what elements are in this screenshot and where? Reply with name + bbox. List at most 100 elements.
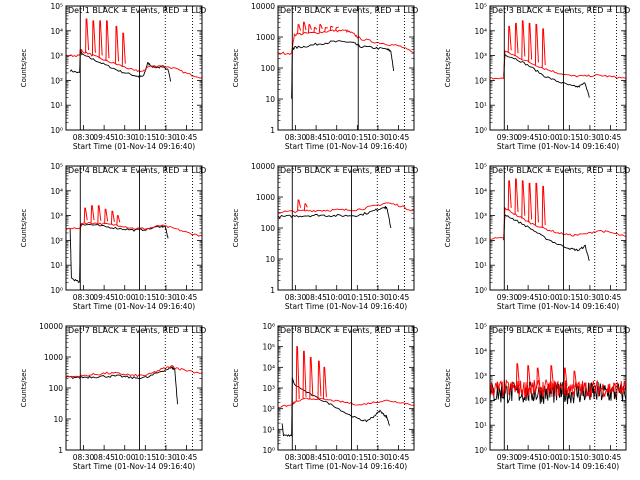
series-lld-line bbox=[278, 202, 414, 214]
x-axis-label: Start Time (01-Nov-14 09:16:40) bbox=[285, 302, 407, 311]
series-group bbox=[278, 21, 414, 99]
x-tick-label: 10:15 bbox=[347, 453, 369, 462]
x-axis-label: Start Time (01-Nov-14 09:16:40) bbox=[497, 302, 619, 311]
y-tick-label: 10¹ bbox=[262, 425, 275, 434]
x-axis-label: Start Time (01-Nov-14 09:16:40) bbox=[497, 142, 619, 151]
x-tick-label: 10:15 bbox=[559, 453, 581, 462]
y-axis-label: Counts/sec bbox=[232, 369, 240, 408]
x-tick-label: 10:30 bbox=[367, 133, 389, 142]
x-axis-label: Start Time (01-Nov-14 09:16:40) bbox=[285, 142, 407, 151]
lld-spike bbox=[534, 182, 539, 226]
x-axis-label: Start Time (01-Nov-14 09:16:40) bbox=[285, 462, 407, 471]
x-tick-label: 09:30 bbox=[497, 453, 519, 462]
panel-3: 10⁰10¹10²10³10⁴10⁵09:3009:4510:0010:1510… bbox=[444, 2, 630, 151]
series-lld-line bbox=[278, 397, 414, 409]
panel-title: Det 2 BLACK = Events, RED = LLD bbox=[280, 6, 418, 15]
series-events-line bbox=[503, 214, 590, 261]
plot-frame bbox=[65, 325, 203, 451]
lld-spike bbox=[324, 27, 328, 32]
lld-spike bbox=[98, 20, 103, 59]
lld-spike bbox=[110, 210, 115, 225]
series-group bbox=[490, 178, 626, 261]
lld-spike bbox=[309, 356, 314, 399]
lld-spike bbox=[297, 24, 302, 35]
x-tick-label: 08:30 bbox=[73, 453, 95, 462]
panel-title: Det 6 BLACK = Events, RED = LLD bbox=[492, 166, 630, 175]
x-tick-label: 10:15 bbox=[347, 133, 369, 142]
x-tick-label: 10:30 bbox=[155, 453, 177, 462]
x-tick-label: 10:00 bbox=[538, 293, 560, 302]
y-tick-label: 100 bbox=[49, 384, 64, 393]
lld-spike bbox=[526, 365, 531, 389]
y-tick-label: 100 bbox=[261, 224, 276, 233]
y-tick-label: 10 bbox=[265, 95, 275, 104]
panel-7: 1 10 100 1000 10000 08:3008:4510:0010:1510:30… bbox=[20, 322, 206, 471]
x-tick-label: 10:30 bbox=[579, 293, 601, 302]
plot-frame bbox=[489, 325, 627, 451]
y-tick-label: 10⁴ bbox=[50, 187, 63, 196]
series-events-line bbox=[69, 223, 169, 283]
y-tick-label: 100 bbox=[261, 64, 276, 73]
x-tick-label: 08:30 bbox=[285, 453, 307, 462]
lld-spike bbox=[534, 23, 539, 66]
lld-spike bbox=[528, 182, 533, 223]
y-tick-label: 10000 bbox=[251, 162, 275, 171]
y-tick-label: 10² bbox=[50, 236, 63, 245]
series-group bbox=[490, 20, 626, 98]
x-tick-label: 10:30 bbox=[579, 453, 601, 462]
y-tick-label: 1 bbox=[58, 446, 63, 455]
y-tick-label: 10⁴ bbox=[474, 27, 487, 36]
lld-spike bbox=[104, 208, 109, 225]
y-axis-label: Counts/sec bbox=[444, 369, 452, 408]
x-tick-label: 10:15 bbox=[135, 453, 157, 462]
x-tick-label: 10:00 bbox=[538, 453, 560, 462]
x-tick-label: 10:45 bbox=[600, 293, 622, 302]
y-tick-label: 10⁰ bbox=[474, 446, 487, 455]
panel-title: Det 3 BLACK = Events, RED = LLD bbox=[492, 6, 630, 15]
y-tick-label: 10⁰ bbox=[50, 286, 63, 295]
x-tick-label: 10:30 bbox=[367, 453, 389, 462]
y-tick-label: 10⁵ bbox=[474, 322, 487, 331]
y-tick-label: 10⁴ bbox=[474, 187, 487, 196]
x-tick-label: 09:45 bbox=[517, 293, 539, 302]
lld-spike bbox=[90, 205, 95, 224]
series-lld-line bbox=[66, 364, 202, 379]
panel-8: 10⁰ 10¹ 10² 10³ 10⁴ 10⁵ 10⁶ 08:3008:4510:0010:1… bbox=[232, 322, 418, 471]
x-tick-label: 09:45 bbox=[93, 293, 115, 302]
lld-spike bbox=[521, 180, 526, 219]
panel-title: Det 5 BLACK = Events, RED = LLD bbox=[280, 166, 418, 175]
lld-spike bbox=[313, 27, 318, 33]
lld-spike bbox=[317, 360, 322, 399]
series-lld-line bbox=[66, 221, 202, 237]
y-tick-label: 10³ bbox=[474, 372, 487, 381]
y-tick-label: 10¹ bbox=[474, 261, 487, 270]
lld-spike bbox=[105, 20, 110, 62]
x-tick-label: 09:45 bbox=[93, 133, 115, 142]
x-tick-label: 09:45 bbox=[517, 453, 539, 462]
y-tick-label: 10¹ bbox=[50, 261, 63, 270]
y-tick-label: 10¹ bbox=[474, 101, 487, 110]
series-lld-line bbox=[66, 48, 202, 79]
plot-frame bbox=[65, 5, 203, 131]
y-tick-label: 10 bbox=[53, 415, 63, 424]
y-tick-label: 10⁰ bbox=[474, 126, 487, 135]
x-tick-label: 10:45 bbox=[600, 133, 622, 142]
x-tick-label: 10:30 bbox=[114, 133, 136, 142]
lld-spike bbox=[335, 26, 339, 31]
lld-spike bbox=[528, 22, 533, 63]
y-tick-label: 10² bbox=[474, 76, 487, 85]
x-tick-label: 10:15 bbox=[135, 133, 157, 142]
y-axis-label: Counts/sec bbox=[20, 209, 28, 248]
y-tick-label: 10⁰ bbox=[262, 446, 275, 455]
y-tick-label: 10000 bbox=[39, 322, 63, 331]
plot-frame bbox=[277, 165, 415, 291]
y-axis-label: Counts/sec bbox=[232, 49, 240, 88]
x-tick-label: 08:30 bbox=[285, 133, 307, 142]
x-tick-label: 10:15 bbox=[559, 293, 581, 302]
panel-title: Det 4 BLACK = Events, RED = LLD bbox=[68, 166, 206, 175]
series-group bbox=[278, 346, 414, 437]
lld-spike bbox=[549, 365, 554, 389]
plot-frame bbox=[65, 165, 203, 291]
